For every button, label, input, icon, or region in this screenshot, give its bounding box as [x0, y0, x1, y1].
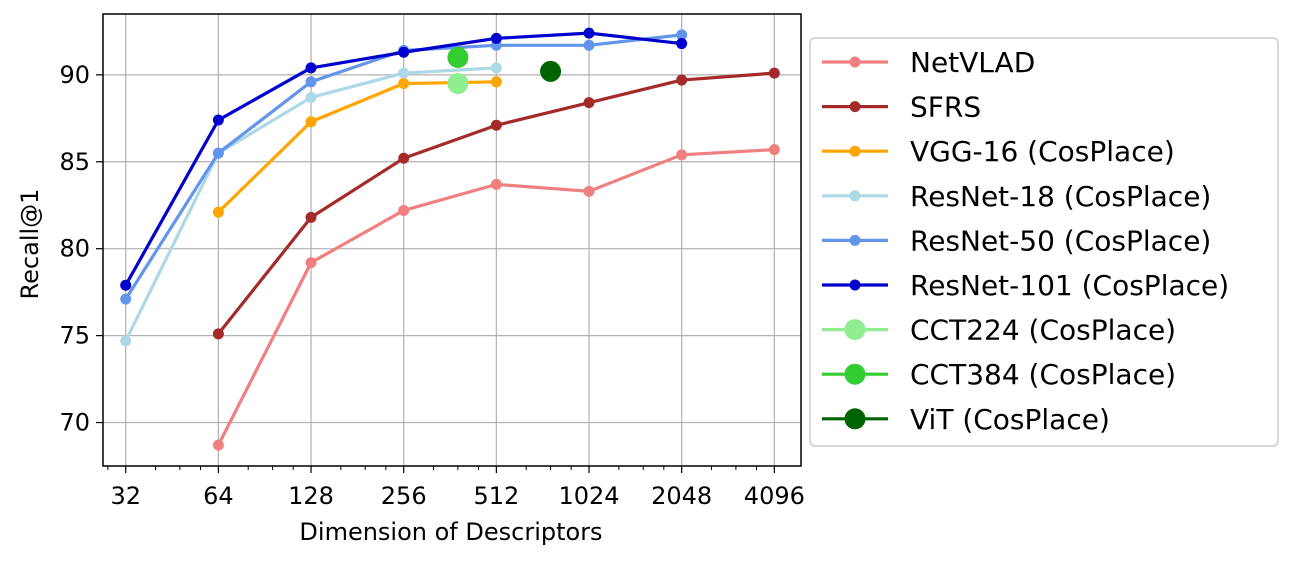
x-tick-label: 2048 — [651, 482, 712, 510]
legend-marker — [849, 279, 861, 291]
data-point — [398, 78, 410, 90]
legend-label: ResNet-18 (CosPlace) — [910, 180, 1211, 213]
legend-item: NetVLAD — [822, 46, 1035, 79]
data-point — [120, 279, 132, 291]
data-point — [768, 144, 780, 156]
data-point — [305, 91, 317, 103]
data-point — [583, 185, 595, 197]
series-sfrs — [212, 67, 780, 340]
data-point — [583, 27, 595, 39]
x-tick-label: 32 — [110, 482, 141, 510]
legend-marker — [844, 408, 866, 430]
data-point — [305, 62, 317, 74]
legend-item: ViT (CosPlace) — [822, 403, 1110, 436]
legend-marker — [849, 145, 861, 157]
legend-marker — [844, 363, 866, 385]
legend-label: SFRS — [910, 91, 981, 124]
data-point — [676, 149, 688, 161]
data-point — [398, 152, 410, 164]
y-tick-label: 85 — [59, 148, 90, 176]
legend-label: CCT384 (CosPlace) — [910, 358, 1176, 391]
legend-label: CCT224 (CosPlace) — [910, 314, 1176, 347]
data-point — [490, 32, 502, 44]
legend-label: ResNet-101 (CosPlace) — [910, 269, 1229, 302]
y-axis-label: Recall@1 — [16, 189, 44, 300]
legend-frame — [809, 37, 1279, 447]
data-point — [676, 38, 688, 50]
legend-marker — [844, 319, 866, 341]
data-point — [212, 328, 224, 340]
y-tick-label: 75 — [59, 322, 90, 350]
series-vit-cosplace — [540, 60, 562, 82]
legend-item: ResNet-18 (CosPlace) — [822, 180, 1211, 213]
data-point — [447, 73, 469, 95]
data-point — [447, 46, 469, 68]
legend-label: ResNet-50 (CosPlace) — [910, 224, 1211, 257]
plot-series — [120, 27, 780, 451]
grid — [103, 14, 801, 466]
legend-marker — [849, 56, 861, 68]
data-point — [768, 67, 780, 79]
data-point — [305, 116, 317, 128]
y-tick-label: 70 — [59, 409, 90, 437]
series-resnet-101-cosplace — [120, 27, 688, 291]
data-point — [490, 119, 502, 131]
data-point — [676, 29, 688, 41]
y-tick-label: 80 — [59, 235, 90, 263]
axis-ticks: 32 64 128 256 512 1024 2048 4096 70 75 80 85 90 — [59, 61, 804, 510]
legend-item: VGG-16 (CosPlace) — [822, 135, 1175, 168]
plot-frame — [102, 13, 802, 467]
series-cct384-cosplace — [447, 46, 469, 68]
data-point — [120, 335, 132, 347]
x-axis-label: Dimension of Descriptors — [299, 518, 602, 546]
data-point — [490, 62, 502, 74]
data-point — [490, 76, 502, 88]
series-netvlad — [212, 144, 780, 451]
x-tick-label: 128 — [288, 482, 334, 510]
data-point — [540, 60, 562, 82]
data-point — [212, 439, 224, 451]
legend: NetVLAD SFRS VGG-16 (CosPlace) ResNet-18 (C… — [809, 37, 1279, 447]
data-point — [398, 67, 410, 79]
legend-item: ResNet-101 (CosPlace) — [822, 269, 1229, 302]
data-point — [398, 46, 410, 58]
data-point — [212, 206, 224, 218]
x-tick-label: 4096 — [744, 482, 805, 510]
data-point — [120, 293, 132, 305]
y-tick-label: 90 — [59, 61, 90, 89]
data-point — [305, 257, 317, 269]
legend-item: ResNet-50 (CosPlace) — [822, 224, 1211, 257]
x-tick-label: 512 — [473, 482, 519, 510]
data-point — [583, 39, 595, 51]
data-point — [305, 76, 317, 88]
legend-label: NetVLAD — [910, 46, 1035, 79]
legend-label: VGG-16 (CosPlace) — [910, 135, 1175, 168]
legend-item: CCT224 (CosPlace) — [822, 314, 1176, 347]
data-point — [583, 97, 595, 109]
x-tick-label: 64 — [203, 482, 234, 510]
data-point — [676, 74, 688, 86]
data-point — [212, 147, 224, 159]
data-point — [490, 178, 502, 190]
legend-marker — [849, 190, 861, 202]
legend-marker — [849, 234, 861, 246]
x-tick-label: 256 — [381, 482, 427, 510]
series-cct224-cosplace — [447, 73, 469, 95]
series-line — [216, 80, 498, 214]
x-tick-label: 1024 — [558, 482, 619, 510]
data-point — [212, 114, 224, 126]
legend-marker — [849, 101, 861, 113]
legend-item: CCT384 (CosPlace) — [822, 358, 1176, 391]
data-point — [398, 204, 410, 216]
legend-label: ViT (CosPlace) — [910, 403, 1110, 436]
legend-item: SFRS — [822, 91, 981, 124]
data-point — [305, 211, 317, 223]
